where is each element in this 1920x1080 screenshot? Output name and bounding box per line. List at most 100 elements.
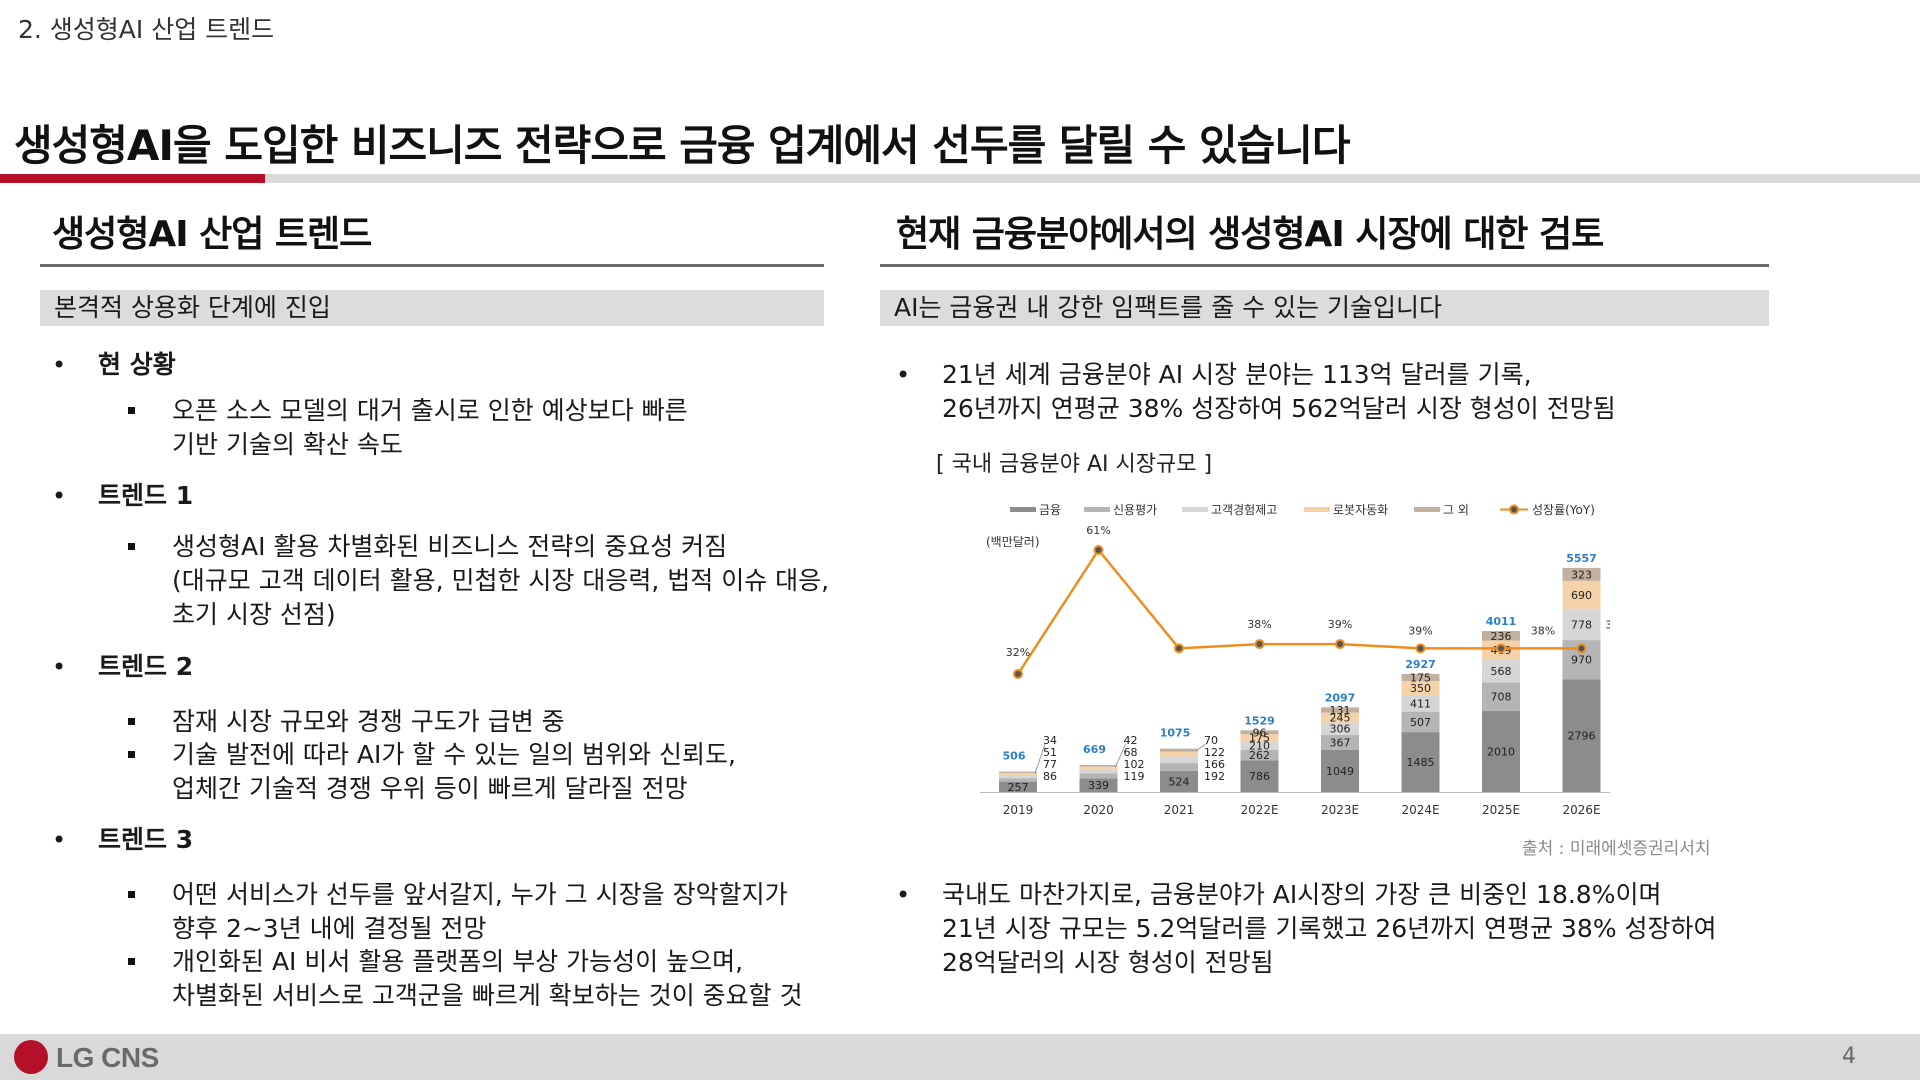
segment-label: 119: [1124, 770, 1145, 783]
bullet-dot: •: [52, 482, 67, 510]
bullet-current-status: • 현 상황: [52, 348, 176, 382]
segment-label: 778: [1571, 618, 1592, 631]
growth-label: 39%: [1328, 618, 1352, 631]
legend-label: 로봇자동화: [1333, 503, 1388, 517]
leader-line: [1195, 743, 1207, 752]
square-bullet-icon: [128, 407, 135, 414]
sub-bullet-line: 기술 발전에 따라 AI가 할 수 있는 일의 범위와 신뢰도,: [172, 740, 736, 769]
segment-label: 411: [1410, 697, 1431, 710]
bullet-dot: •: [896, 881, 911, 909]
total-label: 5557: [1566, 552, 1597, 565]
chart-caption: [ 국내 금융분야 AI 시장규모 ]: [936, 452, 1213, 477]
segment-label: 970: [1571, 654, 1592, 667]
segment-label: 236: [1491, 630, 1512, 643]
total-label: 506: [1003, 750, 1026, 763]
segment-label: 786: [1249, 770, 1270, 783]
sub-bullet: 생성형AI 활용 차별화된 비즈니스 전략의 중요성 커짐 (대규모 고객 데이…: [128, 530, 829, 632]
right-bullet-global-market: • 21년 세계 금융분야 AI 시장 분야는 113억 달러를 기록, 26년…: [896, 358, 1616, 426]
sub-bullet-line: 어떤 서비스가 선두를 앞서갈지, 누가 그 시장을 장악할지가: [172, 880, 788, 909]
bar-segment: [1160, 763, 1198, 771]
bullet-heading: 트렌드 2: [98, 652, 194, 681]
total-label: 2927: [1405, 658, 1436, 671]
segment-label: 42: [1124, 734, 1138, 747]
segment-label: 166: [1204, 758, 1225, 771]
square-bullet-icon: [128, 958, 135, 965]
bar-segment: [1401, 680, 1440, 696]
unit-label: (백만달러): [986, 535, 1040, 549]
bullet-line: 26년까지 연평균 38% 성장하여 562억달러 시장 형성이 전망됨: [942, 394, 1616, 423]
bullet-line: 21년 세계 금융분야 AI 시장 분야는 113억 달러를 기록,: [942, 360, 1532, 389]
sub-bullet-line: 기반 기술의 확산 속도: [172, 430, 403, 459]
bar-segment: [1321, 712, 1359, 723]
right-subheading: AI는 금융권 내 강한 임팩트를 줄 수 있는 기술입니다: [880, 290, 1769, 326]
segment-label: 245: [1330, 712, 1351, 725]
growth-label: 38%: [1247, 618, 1271, 631]
legend-swatch: [1304, 507, 1330, 512]
segment-label: 262: [1249, 749, 1270, 762]
bullet-trend-1: • 트렌드 1: [52, 479, 193, 513]
segment-label: 192: [1204, 770, 1225, 783]
growth-marker: [1415, 643, 1426, 654]
bar-segment: [999, 771, 1037, 774]
growth-marker: [1174, 643, 1184, 654]
bar-segment: [1079, 766, 1118, 770]
growth-marker: [1093, 545, 1104, 555]
segment-label: 122: [1204, 746, 1225, 759]
bullet-dot: •: [52, 653, 67, 681]
legend-label: 그 외: [1443, 503, 1469, 517]
segment-label: 77: [1043, 758, 1057, 771]
x-tick-label: 2025E: [1482, 803, 1520, 817]
bullet-line: 21년 시장 규모는 5.2억달러를 기록했고 26년까지 연평균 38% 성장…: [942, 914, 1717, 943]
growth-label: 38%: [1531, 624, 1555, 637]
bar-segment: [1562, 679, 1601, 792]
segment-label: 350: [1410, 682, 1431, 695]
segment-label: 2796: [1568, 730, 1596, 743]
segment-label: 708: [1491, 691, 1512, 704]
page-number: 4: [1842, 1044, 1856, 1069]
sub-bullet-line: 업체간 기술적 경쟁 우위 등이 빠르게 달라질 전망: [172, 774, 688, 803]
bar-segment: [1079, 773, 1118, 779]
segment-label: 1049: [1326, 765, 1354, 778]
bar-segment: [1240, 734, 1279, 742]
growth-label: 39%: [1408, 624, 1432, 637]
segment-label: 524: [1169, 775, 1190, 788]
x-tick-label: 2023E: [1321, 803, 1359, 817]
x-tick-label: 2026E: [1562, 803, 1600, 817]
bullet-dot: •: [52, 351, 67, 379]
bar-segment: [1321, 707, 1359, 713]
page-title: 생성형AI을 도입한 비즈니즈 전략으로 금융 업계에서 선두를 달릴 수 있습…: [14, 121, 1351, 170]
x-tick-label: 2022E: [1240, 803, 1278, 817]
growth-marker: [1576, 643, 1587, 654]
bar-segment: [1160, 756, 1198, 764]
bar-segment: [1401, 732, 1440, 792]
segment-label: 306: [1330, 723, 1351, 736]
square-bullet-icon: [128, 751, 135, 758]
bar-segment: [1240, 730, 1279, 735]
x-tick-label: 2021: [1164, 803, 1195, 817]
sub-bullet-line: 차별화된 서비스로 고객군을 빠르게 확보하는 것이 중요할 것: [172, 981, 803, 1010]
footer-bar: [0, 1034, 1920, 1080]
legend-label: 고객경험제고: [1211, 503, 1277, 517]
bar-segment: [1562, 580, 1601, 609]
left-subheading: 본격적 상용화 단계에 진입: [40, 290, 824, 326]
bullet-heading: 트렌드 1: [98, 481, 194, 510]
left-column-rule: [40, 264, 824, 267]
bar-segment: [1321, 749, 1359, 792]
bar-segment: [999, 773, 1037, 776]
sub-bullet: 개인화된 AI 비서 활용 플랫폼의 부상 가능성이 높으며, 차별화된 서비스…: [128, 945, 803, 1013]
sub-bullet-line: (대규모 고객 데이터 활용, 민첩한 시장 대응력, 법적 이슈 대응,: [172, 566, 830, 595]
segment-label: 2010: [1487, 745, 1515, 758]
total-label: 1075: [1160, 727, 1191, 740]
segment-label: 175: [1249, 732, 1270, 745]
square-bullet-icon: [128, 891, 135, 898]
square-bullet-icon: [128, 543, 135, 550]
bar-segment: [1240, 760, 1279, 792]
legend-swatch: [1010, 507, 1036, 512]
bar-segment: [1401, 695, 1440, 712]
source-note: 출처 : 미래에셋증권리서치: [1522, 839, 1711, 859]
segment-label: 68: [1124, 746, 1138, 759]
sub-bullet-line: 오픈 소스 모델의 대거 출시로 인한 예상보다 빠른: [172, 396, 688, 425]
leader-line: [1034, 743, 1046, 774]
sub-bullet: 기술 발전에 따라 AI가 할 수 있는 일의 범위와 신뢰도, 업체간 기술적…: [128, 738, 736, 806]
segment-label: 568: [1491, 665, 1512, 678]
